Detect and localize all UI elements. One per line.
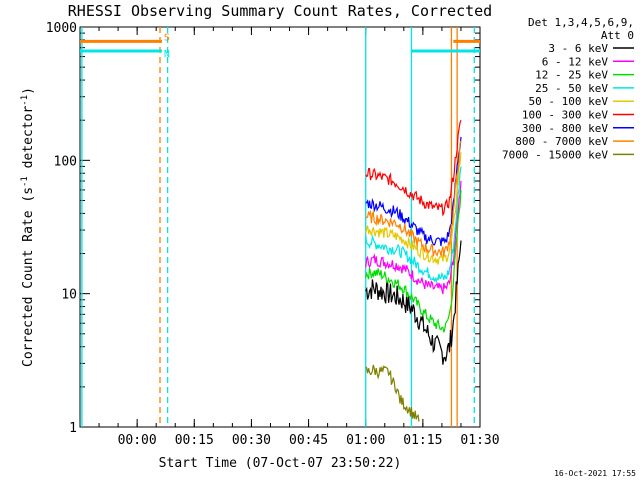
y-tick-label: 1000: [46, 21, 77, 36]
ylabel-sup-1: -1: [20, 176, 30, 187]
legend-header-2: Att 0: [601, 29, 634, 42]
y-tick-label: 10: [61, 288, 77, 303]
series-line: [365, 166, 462, 284]
legend-entry-label: 100 - 300 keV: [522, 109, 608, 122]
x-tick-label: 00:15: [175, 433, 214, 448]
series-line: [365, 189, 462, 333]
legend-entry-label: 50 - 100 keV: [529, 95, 609, 108]
y-tick-label: 1: [69, 421, 77, 436]
x-tick-label: 00:45: [289, 433, 328, 448]
series-line: [365, 364, 420, 422]
x-tick-label: 01:15: [403, 433, 442, 448]
ylabel-sup-2: -1: [20, 95, 30, 106]
legend-entry-label: 300 - 800 keV: [522, 122, 608, 135]
legend-entry-label: 6 - 12 keV: [542, 55, 609, 68]
ylabel-end: ): [21, 87, 36, 95]
ylabel-main: Corrected Count Rate (s: [21, 187, 36, 367]
footer-date: 16-Oct-2021 17:55: [554, 469, 636, 478]
y-axis-label: Corrected Count Rate (s-1 detector-1): [20, 87, 36, 367]
x-tick-label: 00:30: [232, 433, 271, 448]
series-line: [365, 136, 462, 247]
x-tick-label: 01:30: [460, 433, 499, 448]
series-line: [365, 119, 462, 217]
svg-text:Corrected Count Rate (s-1 dete: Corrected Count Rate (s-1 detector-1): [20, 87, 36, 367]
series-line: [365, 152, 462, 265]
legend-entry-label: 800 - 7000 keV: [515, 135, 608, 148]
series-line: [365, 180, 462, 295]
x-tick-label: 00:00: [118, 433, 157, 448]
legend-entry-label: 3 - 6 keV: [548, 42, 608, 55]
plot-frame: [79, 26, 481, 428]
flag-label-s: S: [164, 32, 170, 43]
legend-entry-label: 12 - 25 keV: [535, 69, 608, 82]
legend-entry-label: 25 - 50 keV: [535, 82, 608, 95]
legend-entry-label: 7000 - 15000 keV: [502, 148, 608, 161]
series-line: [365, 240, 462, 365]
x-axis-label: Start Time (07-Oct-07 23:50:22): [159, 456, 402, 471]
x-tick-label: 01:00: [346, 433, 385, 448]
series-line: [365, 140, 462, 257]
y-tick-label: 100: [54, 154, 77, 169]
legend-header-1: Det 1,3,4,5,6,9,: [528, 16, 634, 29]
ylabel-mid: detector: [21, 106, 36, 177]
chart-title: RHESSI Observing Summary Count Rates, Co…: [68, 2, 492, 20]
flag-label-n: N: [164, 49, 170, 60]
